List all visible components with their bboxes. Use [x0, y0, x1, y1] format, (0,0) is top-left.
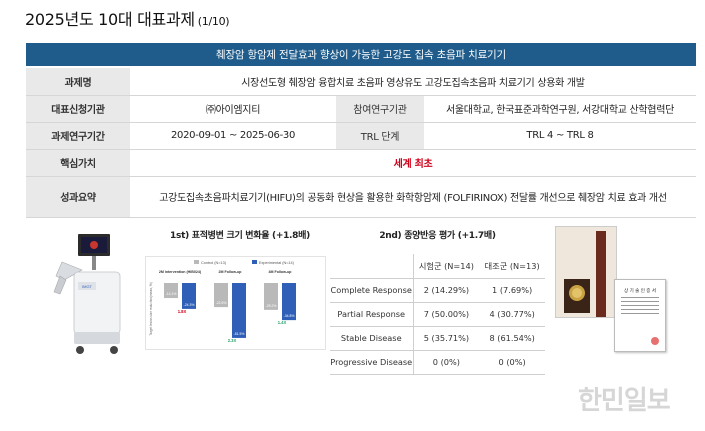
row-value-control: 8 (61.54%): [479, 326, 545, 351]
lead-org-label: 대표신청기관: [26, 95, 130, 123]
response-table: 시험군 (N=14) 대조군 (N=13) Complete Response …: [330, 254, 545, 375]
row-value-control: 1 (7.69%): [479, 278, 545, 303]
bar: [164, 283, 178, 299]
row-value-test: 5 (35.71%): [413, 326, 480, 351]
core-value-label: 핵심가치: [26, 149, 130, 177]
summary-value: 고강도집속초음파치료기기(HIFU)의 공동화 현상을 활용한 화학항암제 (F…: [130, 176, 696, 218]
row-label: Stable Disease: [330, 326, 414, 351]
response-title: 2nd) 종양반응 평가 (+1.7배): [379, 231, 496, 241]
trl-value: TRL 4 ~ TRL 8: [424, 122, 696, 150]
data-label: -51.5%: [234, 332, 245, 336]
data-label: -24.3%: [184, 303, 195, 307]
table-row: Partial Response 7 (50.00%) 4 (30.77%): [330, 302, 545, 327]
category-label: 2M intervention (HIB024): [159, 270, 202, 274]
lead-org-value: ㈜아이엠지티: [130, 95, 336, 123]
certificate-image: 상 기 술 인 증 서: [614, 279, 666, 352]
y-axis-label: Target lesion size reduction(mean, %): [149, 282, 153, 335]
data-label: -22.6%: [216, 301, 227, 305]
partner-label: 참여연구기관: [336, 95, 424, 123]
project-info-table: 과제명 시장선도형 췌장암 융합치료 초음파 영상유도 고강도집속초음파 치료기…: [26, 68, 696, 218]
legend-swatch: [194, 260, 199, 264]
table-row: Stable Disease 5 (35.71%) 8 (61.54%): [330, 326, 545, 351]
bar-chart-svg: Control (N=13) Experimental (N=14) Target …: [149, 260, 296, 343]
legend-label: Control (N=13): [201, 261, 227, 265]
data-label: -34.8%: [284, 314, 295, 318]
row-value-test: 0 (0%): [413, 350, 480, 375]
row-label: Complete Response: [330, 278, 414, 303]
bar: [214, 283, 228, 308]
legend-swatch: [252, 260, 257, 264]
core-value: 세계 최초: [130, 149, 696, 177]
response-corner: [330, 254, 414, 279]
chart-title: 1st) 표적병변 크기 변화율 (+1.8배): [170, 231, 310, 241]
period-label: 과제연구기간: [26, 122, 130, 150]
award-photo: [555, 226, 617, 318]
page-indicator: (1/10): [197, 15, 230, 28]
trl-label: TRL 단계: [336, 122, 424, 150]
bar: [232, 283, 246, 338]
bar: [282, 283, 296, 321]
row-value-control: 4 (30.77%): [479, 302, 545, 327]
project-banner: 췌장암 항암제 전달효과 향상이 가능한 고강도 집속 초음파 치료기기: [26, 43, 696, 66]
hifu-device-image: IMGT: [53, 234, 121, 354]
task-name-value: 시장선도형 췌장암 융합치료 초음파 영상유도 고강도집속초음파 치료기기 상용…: [130, 68, 696, 96]
category-label: 2M Follow-up: [219, 270, 243, 274]
response-col-control: 대조군 (N=13): [479, 254, 545, 279]
svg-text:IMGT: IMGT: [82, 284, 93, 289]
bar: [182, 283, 196, 309]
ratio-annotation: 2.3X: [228, 338, 237, 343]
legend-label: Experimental (N=14): [259, 261, 295, 265]
certificate-title: 상 기 술 인 증 서: [624, 289, 656, 294]
ratio-annotation: 1.8X: [178, 309, 187, 314]
task-name-label: 과제명: [26, 68, 130, 96]
ratio-annotation: 1.4X: [278, 320, 287, 325]
table-row: Complete Response 2 (14.29%) 1 (7.69%): [330, 278, 545, 303]
row-value-test: 2 (14.29%): [413, 278, 480, 303]
row-value-test: 7 (50.00%): [413, 302, 480, 327]
bar: [264, 283, 278, 310]
row-label: Partial Response: [330, 302, 414, 327]
category-label: 4M Follow-up: [269, 270, 293, 274]
page-title: 2025년도 10대 대표과제 (1/10): [25, 10, 230, 29]
summary-label: 성과요약: [26, 176, 130, 218]
partner-value: 서울대학교, 한국표준과학연구원, 서강대학교 산학협력단: [424, 95, 696, 123]
data-label: -25.2%: [266, 304, 277, 308]
response-col-test: 시험군 (N=14): [413, 254, 480, 279]
row-label: Progressive Disease: [330, 350, 414, 375]
bar-chart: Control (N=13) Experimental (N=14) Target …: [145, 256, 326, 350]
seal-icon: [651, 337, 659, 345]
watermark: 한민일보: [578, 386, 671, 416]
table-row: Progressive Disease 0 (0%) 0 (0%): [330, 350, 545, 375]
row-value-control: 0 (0%): [479, 350, 545, 375]
period-value: 2020-09-01 ~ 2025-06-30: [130, 122, 336, 150]
data-label: -14.1%: [166, 292, 177, 296]
